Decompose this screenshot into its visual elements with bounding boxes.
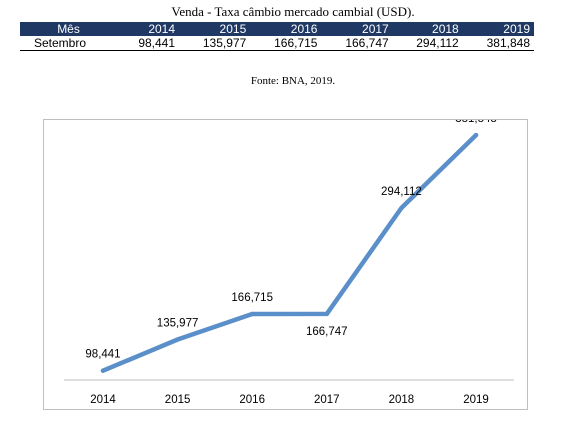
- header-cell-year: 2019: [462, 22, 534, 36]
- x-tick-label: 2014: [90, 394, 116, 406]
- chart-canvas: 98,441 135,977 166,715 166,747 294,112 381,84…: [64, 120, 514, 406]
- x-tick-label-group: 2014 2015 2016 2017 2018 2019: [90, 394, 489, 406]
- data-label: 98,441: [85, 349, 120, 361]
- x-tick-label: 2017: [314, 394, 340, 406]
- data-point: [100, 368, 106, 373]
- header-cell-year: 2015: [179, 22, 251, 36]
- data-point: [473, 132, 479, 138]
- data-point: [324, 311, 329, 317]
- header-cell-month: Mês: [20, 22, 118, 36]
- header-cell-year: 2017: [321, 22, 393, 36]
- x-tick-label: 2015: [165, 394, 191, 406]
- data-point: [250, 311, 255, 317]
- x-tick-label: 2019: [463, 394, 489, 406]
- data-label: 135,977: [157, 318, 199, 330]
- data-point: [399, 205, 404, 211]
- series-line: [100, 132, 479, 373]
- data-label: 166,747: [306, 326, 348, 338]
- table-header-row: Mês 2014 2015 2016 2017 2018 2019: [20, 22, 534, 36]
- x-tick-label: 2018: [389, 394, 415, 406]
- data-label: 166,715: [231, 292, 273, 304]
- value-cell: 166,747: [321, 36, 393, 51]
- value-cell: 98,441: [117, 36, 180, 51]
- header-cell-year: 2014: [117, 22, 180, 36]
- data-label: 294,112: [381, 186, 422, 198]
- line-chart: 98,441 135,977 166,715 166,747 294,112 381,84…: [43, 119, 528, 410]
- x-tick-label: 2016: [239, 394, 265, 406]
- value-cell: 381,848: [462, 36, 534, 51]
- table-row: Setembro 98,441 135,977 166,715 166,747 …: [20, 36, 534, 51]
- value-cell: 135,977: [179, 36, 251, 51]
- row-label-cell: Setembro: [20, 36, 118, 51]
- source-note: Fonte: BNA, 2019.: [250, 75, 336, 87]
- header-cell-year: 2018: [392, 22, 463, 36]
- value-cell: 294,112: [392, 36, 463, 51]
- header-cell-year: 2016: [250, 22, 322, 36]
- data-label: 381,848: [455, 120, 497, 125]
- data-point: [175, 337, 180, 342]
- table-caption: Venda - Taxa câmbio mercado cambial (USD…: [171, 4, 415, 19]
- series-line-group: [100, 132, 479, 373]
- data-label-group: 98,441 135,977 166,715 166,747 294,112 381,84…: [85, 120, 496, 361]
- exchange-rate-table: Mês 2014 2015 2016 2017 2018 2019 Setemb…: [20, 22, 534, 51]
- value-cell: 166,715: [250, 36, 322, 51]
